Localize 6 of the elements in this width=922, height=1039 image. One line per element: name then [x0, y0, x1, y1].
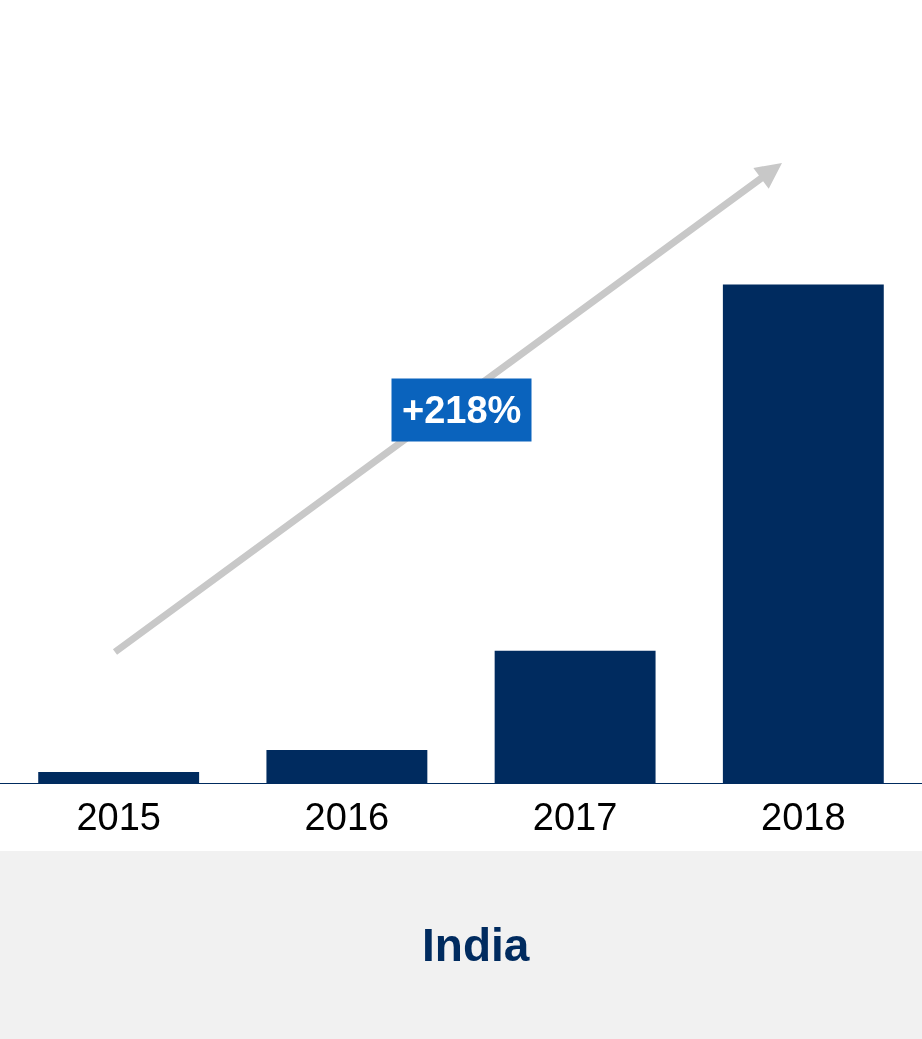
x-tick-label: 2017: [532, 795, 618, 838]
x-tick-label: 2018: [761, 795, 846, 838]
x-tick-label: 2015: [76, 795, 161, 838]
annotation: +218%: [402, 389, 522, 431]
text: India: [422, 919, 530, 972]
x-tick-label: 2016: [304, 795, 390, 838]
